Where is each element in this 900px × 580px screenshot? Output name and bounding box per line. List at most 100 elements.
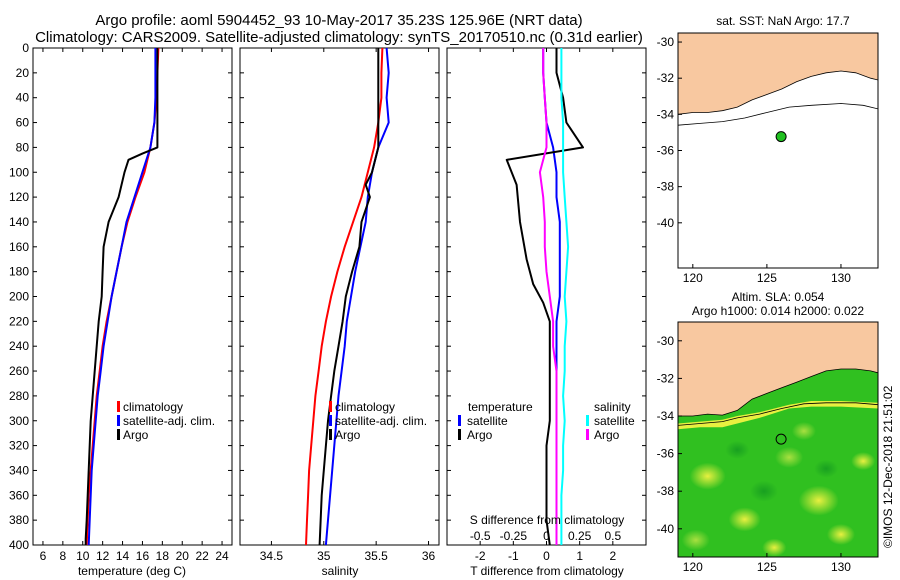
legend-title-salinity: salinity [594, 400, 631, 414]
sla-map-panel: Altim. SLA: 0.054 Argo h1000: 0.014 h200… [657, 290, 879, 574]
shelf-band [678, 401, 878, 430]
sla-anomaly-patch [728, 507, 761, 532]
series-line-climatology [85, 48, 160, 545]
legend-label-s-satellite: satellite [594, 414, 635, 428]
legend-label-satellite: satellite-adj. clim. [335, 414, 427, 428]
x-tick-label: 36 [422, 549, 436, 563]
temperature-xlabel: temperature (deg C) [78, 564, 186, 578]
y-tick-label: 160 [9, 240, 29, 254]
y-tick-label: 60 [16, 116, 30, 130]
series-group [305, 48, 390, 545]
x-tick-label: 24 [215, 549, 229, 563]
series-line-s-argo [538, 48, 558, 545]
top-tick-label: 0.5 [604, 529, 621, 543]
sla-anomaly-patch [775, 446, 804, 468]
sst-map-panel: sat. SST: NaN Argo: 17.7 -30 -32 -34 -36 -38… [657, 14, 879, 285]
sla-map-title-line2: Argo h1000: 0.014 h2000: 0.022 [692, 304, 864, 318]
y-tick-label: 360 [9, 488, 29, 502]
y-tick-label: 320 [9, 439, 29, 453]
legend-swatch-s-satellite [586, 415, 589, 426]
difference-top-axis-label: S difference from climatology [470, 513, 625, 527]
map-y-tick-label: -30 [657, 35, 675, 49]
top-tick-label: -0.25 [500, 529, 528, 543]
sla-anomaly-patch [791, 422, 816, 441]
x-tick-label: -2 [475, 549, 486, 563]
map-y-tick-label: -38 [657, 484, 675, 498]
legend-swatch-climatology [117, 401, 120, 412]
temperature-panel: 0 20 40 60 80 100 120 140 160 180 200 220 240 260 280 3… [9, 41, 233, 563]
sla-anomaly-patch [749, 480, 778, 502]
legend-swatch-argo [329, 429, 332, 440]
series-line-argo [84, 48, 159, 545]
legend-label-t-satellite: satellite [467, 414, 508, 428]
sla-anomaly-patch [851, 452, 876, 471]
y-tick-label: 340 [9, 463, 29, 477]
x-tick-label: 34.5 [260, 549, 284, 563]
x-tick-label: 1 [576, 549, 583, 563]
map-x-tick-label: 120 [683, 271, 703, 285]
map-y-tick-label: -36 [657, 144, 675, 158]
isobath-line [678, 103, 878, 126]
sla-anomaly-patch [814, 459, 839, 478]
map-x-tick-label: 125 [757, 271, 777, 285]
y-tick-label: 380 [9, 513, 29, 527]
legend-label-argo: Argo [335, 428, 361, 442]
argo-position-marker [775, 131, 787, 143]
salinity-legend: climatology satellite-adj. clim. Argo [329, 400, 427, 442]
map-content [678, 322, 878, 557]
map-x-tick-label: 125 [757, 560, 777, 574]
legend-label-climatology: climatology [335, 400, 395, 414]
imos-credit: ©IMOS 12-Dec-2018 21:51:02 [881, 385, 895, 548]
map-y-tick-label: -36 [657, 447, 675, 461]
x-tick-label: 14 [116, 549, 130, 563]
land-area [678, 33, 878, 115]
legend-swatch-t-argo [458, 429, 461, 440]
y-tick-label: 400 [9, 538, 29, 552]
y-tick-label: 200 [9, 290, 29, 304]
map-y-tick-label: -32 [657, 371, 675, 385]
y-tick-label: 260 [9, 364, 29, 378]
x-tick-label: 35 [317, 549, 331, 563]
x-tick-label: 22 [195, 549, 209, 563]
map-content [678, 33, 878, 268]
legend-label-climatology: climatology [123, 400, 183, 414]
top-tick-label: -0.5 [470, 529, 491, 543]
y-tick-label: 40 [16, 91, 30, 105]
map-frame [677, 321, 879, 558]
legend-title-temperature: temperature [468, 400, 533, 414]
sla-anomaly-patch [725, 440, 750, 459]
sla-map-title-line1: Altim. SLA: 0.054 [732, 290, 825, 304]
salinity-xlabel: salinity [322, 564, 359, 578]
legend-swatch-satellite [329, 415, 332, 426]
map-x-tick-label: 130 [831, 271, 851, 285]
legend-label-argo: Argo [123, 428, 149, 442]
y-tick-label: 280 [9, 389, 29, 403]
map-x-tick-label: 120 [683, 560, 703, 574]
y-tick-label: 120 [9, 190, 29, 204]
y-tick-label: 300 [9, 414, 29, 428]
figure-title-line2: Climatology: CARS2009. Satellite-adjuste… [35, 29, 643, 46]
plot-frame [32, 47, 233, 546]
legend-label-s-argo: Argo [594, 428, 620, 442]
legend-swatch-climatology [329, 401, 332, 412]
series-line-satellite-adj-clim- [324, 48, 390, 545]
top-tick-label: 0 [543, 529, 550, 543]
plot-frame [239, 47, 440, 546]
series-group [84, 48, 160, 545]
y-tick-label: 240 [9, 339, 29, 353]
map-y-tick-label: -40 [657, 522, 675, 536]
series-line-satellite-adj-clim- [87, 48, 157, 545]
sla-anomaly-patch [762, 538, 787, 557]
y-tick-label: 180 [9, 265, 29, 279]
map-y-tick-label: -34 [657, 409, 675, 423]
x-tick-label: 18 [156, 549, 170, 563]
map-x-tick-label: 130 [831, 560, 851, 574]
sla-anomaly-patch [689, 462, 726, 490]
map-y-tick-label: -30 [657, 334, 675, 348]
x-tick-label: 20 [176, 549, 190, 563]
map-y-tick-label: -38 [657, 180, 675, 194]
map-y-tick-label: -34 [657, 107, 675, 121]
y-tick-label: 20 [16, 66, 30, 80]
sst-map-title: sat. SST: NaN Argo: 17.7 [716, 14, 850, 28]
